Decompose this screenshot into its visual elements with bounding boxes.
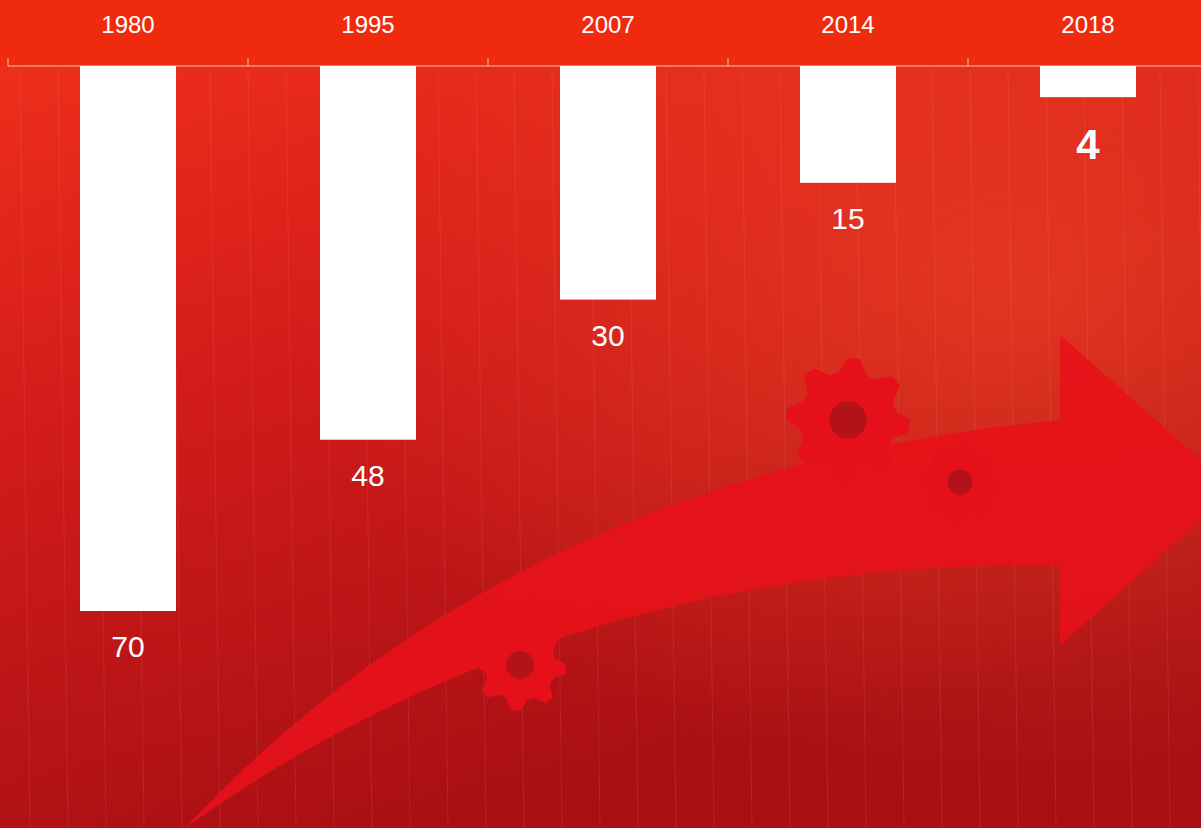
gear-body [918,440,1002,524]
category-label: 2014 [821,11,874,38]
bars [80,66,1136,611]
bar [560,66,656,300]
rack-line [704,70,714,828]
labels: 1980 70 1995 48 2007 30 2014 15 2018 4 [101,11,1114,663]
bar [80,66,176,611]
gear [918,440,1002,524]
gear-body [786,358,910,482]
rack-line [780,70,790,828]
data-label: 70 [111,630,144,663]
gear-hole [829,401,866,438]
data-label: 30 [591,319,624,352]
rack-line [248,70,258,828]
data-label: 15 [831,202,864,235]
background [0,0,1201,828]
rack-line [286,70,296,828]
data-label: 48 [351,459,384,492]
rack-line [58,70,68,828]
rack-line [20,70,30,828]
category-divider [728,58,729,66]
rack-line [666,70,676,828]
rack-line [514,70,524,828]
gear-body [474,619,566,711]
rack-line [210,70,220,828]
rack-line [476,70,486,828]
category-divider [968,58,969,66]
gear-hole [506,651,534,679]
category-divider [488,58,489,66]
rack-line [438,70,448,828]
background-glow [0,0,1201,828]
bar [800,66,896,183]
bar [1040,66,1136,97]
category-divider [8,58,9,66]
gear [786,358,910,482]
category-label: 2018 [1061,11,1114,38]
category-label: 2007 [581,11,634,38]
category-label: 1995 [341,11,394,38]
rack-line [1198,70,1201,828]
rack-line [742,70,752,828]
chart: 1980 70 1995 48 2007 30 2014 15 2018 4 [0,0,1201,828]
bar [320,66,416,440]
data-label: 4 [1076,121,1100,168]
gear [474,619,566,711]
category-label: 1980 [101,11,154,38]
category-divider [248,58,249,66]
header-band [0,0,1201,66]
gear-hole [947,469,972,494]
